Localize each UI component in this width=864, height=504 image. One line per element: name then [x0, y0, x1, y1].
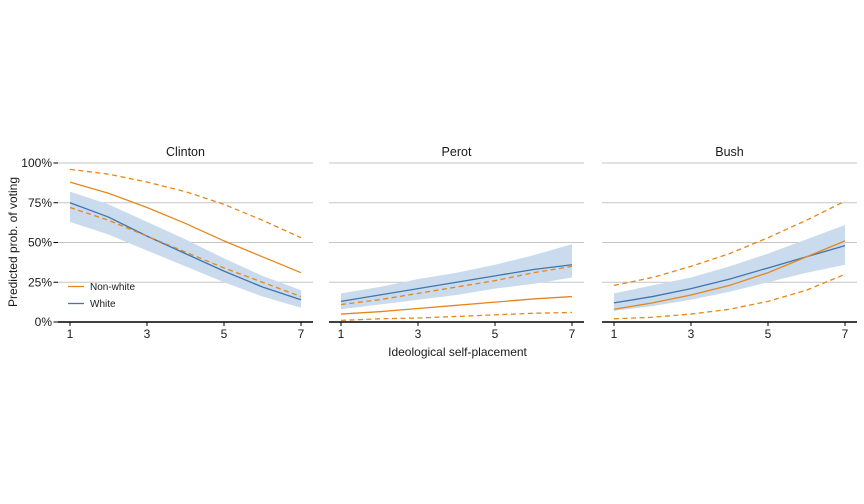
nonwhite-ci-lower-line	[69, 206, 302, 298]
x-axis-tick-label: 1	[67, 327, 74, 341]
x-axis-tick-label: 1	[338, 327, 345, 341]
x-axis-tick-label: 3	[688, 327, 695, 341]
y-axis-title: Predicted prob. of voting	[6, 176, 20, 308]
nonwhite-ci-upper-line	[613, 200, 846, 287]
x-axis-tick-label: 7	[842, 327, 849, 341]
panel-title: Clinton	[166, 145, 205, 159]
legend-label-white: White	[90, 299, 116, 310]
white-ci-ribbon	[341, 244, 572, 310]
nonwhite-ci-lower-line	[613, 273, 846, 320]
nonwhite-ci-lower-line	[340, 311, 573, 322]
y-axis-tick-label: 0%	[35, 315, 53, 329]
y-axis-tick-label: 25%	[28, 275, 52, 289]
x-axis-tick-label: 7	[569, 327, 576, 341]
x-axis-tick-label: 3	[144, 327, 151, 341]
legend-label-nonwhite: Non-white	[90, 282, 135, 293]
x-axis-tick-label: 5	[221, 327, 228, 341]
nonwhite-fit-line	[613, 240, 846, 310]
nonwhite-ci-upper-line	[69, 168, 302, 239]
x-axis-tick-label: 7	[298, 327, 305, 341]
nonwhite-fit-line	[69, 181, 302, 274]
white-ci-ribbon	[614, 225, 845, 311]
white-fit-line	[340, 264, 573, 302]
x-axis-tick-label: 1	[611, 327, 618, 341]
x-axis-tick-label: 3	[415, 327, 422, 341]
white-fit-line	[69, 202, 302, 301]
panel-title: Bush	[715, 145, 744, 159]
x-axis-title: Ideological self-placement	[388, 345, 527, 359]
y-axis-tick-label: 75%	[28, 196, 52, 210]
nonwhite-ci-upper-line	[340, 265, 573, 306]
y-axis-tick-label: 50%	[28, 236, 52, 250]
panel-title: Perot	[442, 145, 472, 159]
y-axis-tick-label: 100%	[21, 156, 52, 170]
nonwhite-fit-line	[340, 295, 573, 315]
x-axis-tick-label: 5	[492, 327, 499, 341]
x-axis-tick-label: 5	[765, 327, 772, 341]
